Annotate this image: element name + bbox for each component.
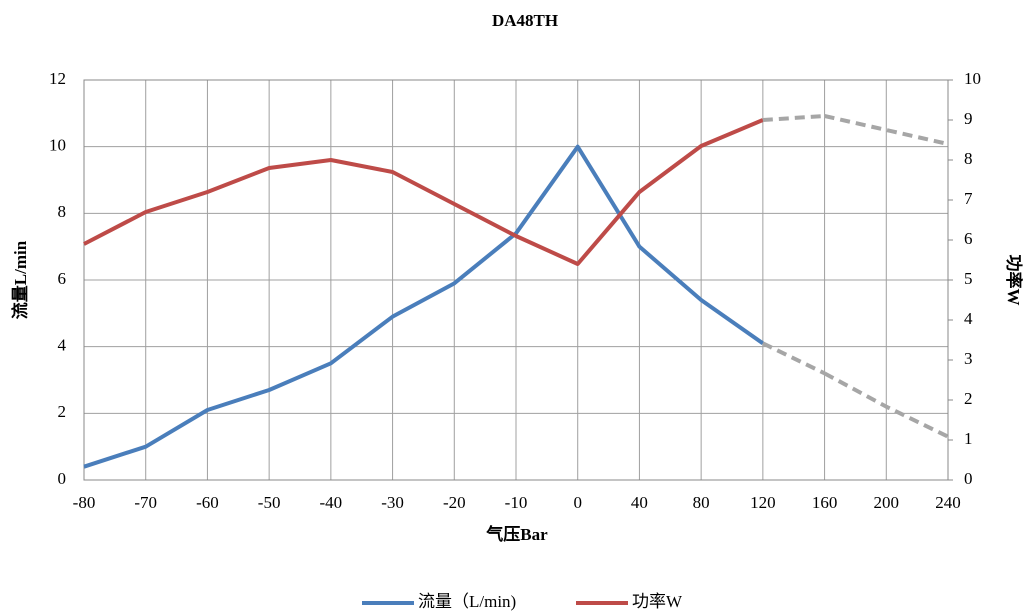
x-tick-label: -40 [320,493,343,512]
y-tick-label: 12 [49,69,66,88]
y-tick-label: 2 [58,402,67,421]
series-line [83,144,765,469]
y-tick-label: 10 [49,136,66,155]
y2-tick-label: 8 [964,149,973,168]
y2-tick-label: 0 [964,469,973,488]
y2-tick-label: 1 [964,429,973,448]
y-tick-label: 8 [58,202,67,221]
x-tick-label: -60 [196,493,219,512]
y2-tick-label: 4 [964,309,973,328]
y2-tick-label: 3 [964,349,973,368]
x-tick-label: 80 [693,493,710,512]
y2-tick-label: 9 [964,109,973,128]
x-tick-label: 200 [874,493,900,512]
x-tick-label: -30 [381,493,404,512]
chart-title: DA48TH [492,11,558,30]
series-line [83,118,764,266]
y-axis-label: 流量L/min [10,240,30,319]
y-tick-label: 6 [58,269,67,288]
y2-tick-label: 7 [964,189,973,208]
legend-label: 功率W [632,592,683,611]
y-tick-label: 4 [58,336,67,355]
plot-border [83,79,949,481]
y2-tick-label: 2 [964,389,973,408]
series-line-dashed [823,371,949,439]
y2-axis-label: 功率W [1004,255,1024,306]
x-tick-label: 0 [573,493,582,512]
x-tick-label: -70 [134,493,157,512]
x-tick-label: -50 [258,493,281,512]
series-line-dashed [824,114,949,146]
y2-tick-label: 5 [964,269,973,288]
series-line-dashed-join [762,114,825,122]
series-line-dashed-join [761,341,826,376]
legend-label: 流量（L/min) [418,592,516,611]
y-tick-label: 0 [58,469,67,488]
x-tick-label: -80 [73,493,96,512]
x-tick-label: -10 [505,493,528,512]
y2-tick-label: 10 [964,69,981,88]
x-tick-label: 240 [935,493,961,512]
x-tick-label: 120 [750,493,776,512]
y2-tick-label: 6 [964,229,973,248]
x-tick-label: 160 [812,493,838,512]
x-tick-label: -20 [443,493,466,512]
x-axis-label: 气压Bar [485,524,548,544]
x-tick-label: 40 [631,493,648,512]
